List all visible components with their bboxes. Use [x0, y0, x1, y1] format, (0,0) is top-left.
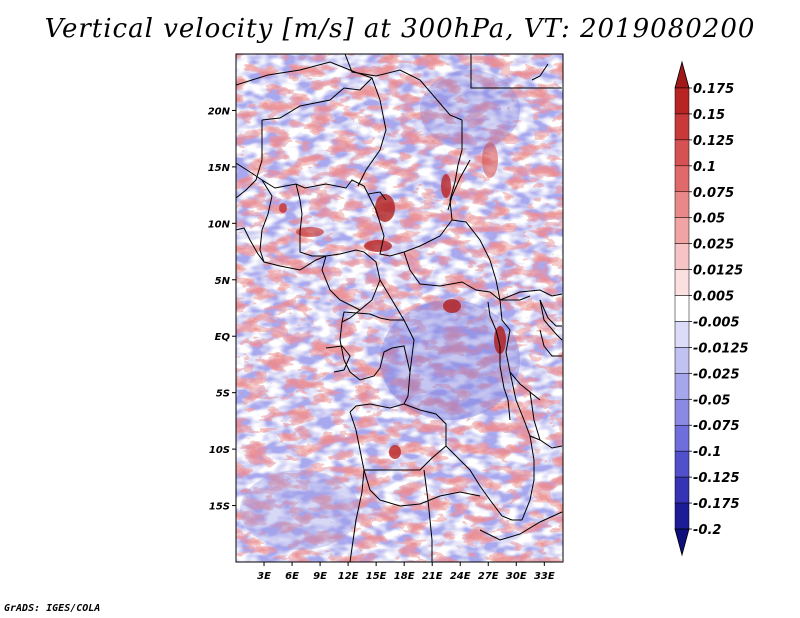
grads-credit: GrADS: IGES/COLA	[4, 603, 101, 614]
colorbar-bin	[674, 450, 690, 478]
colorbar-bin	[674, 373, 690, 400]
colorbar-bottom-triangle	[674, 528, 690, 557]
lat-tick-label: 20N	[208, 106, 231, 117]
colorbar-label: -0.075	[693, 419, 740, 434]
colorbar-top-triangle	[674, 60, 690, 89]
map-title: Vertical velocity [m/s] at 300hPa, VT: 2…	[44, 14, 756, 44]
colorbar-label: 0.15	[693, 108, 725, 123]
colorbar-label: 0.175	[693, 82, 734, 97]
lon-tick-label: 3E	[257, 571, 271, 582]
lat-tick-label: 5S	[216, 389, 230, 400]
colorbar-label: 0.0125	[693, 264, 743, 279]
lon-tick-label: 30E	[506, 571, 527, 582]
lon-tick-label: 6E	[285, 571, 299, 582]
latitude-axis: 20N 15N 10N 5N EQ 5S 10S 15S	[208, 106, 236, 513]
lon-tick-label: 9E	[313, 571, 327, 582]
lon-tick-label: 18E	[394, 571, 415, 582]
colorbar-bin	[674, 321, 690, 348]
colorbar: 0.175 0.15 0.125 0.1 0.075 0.05 0.025 0.0125 0.0…	[674, 60, 749, 557]
country-borders	[236, 54, 563, 562]
colorbar-bin	[674, 399, 690, 426]
colorbar-bin	[674, 243, 690, 270]
colorbar-bin	[674, 217, 690, 244]
velocity-field	[236, 54, 563, 562]
colorbar-bin	[674, 165, 690, 193]
colorbar-label: 0.005	[693, 290, 734, 305]
colorbar-label: -0.125	[693, 471, 740, 486]
longitude-axis: 3E 6E 9E 12E 15E 18E 21E 24E 27E 30E 33E	[257, 562, 555, 582]
colorbar-label: -0.0125	[693, 341, 749, 356]
colorbar-bin	[674, 139, 690, 167]
colorbar-label: -0.175	[693, 497, 740, 512]
lat-tick-label: 10N	[208, 219, 231, 230]
colorbar-label: -0.025	[693, 367, 740, 382]
colorbar-label: 0.05	[693, 212, 725, 227]
lon-tick-label: 24E	[450, 571, 471, 582]
colorbar-bin	[674, 295, 690, 322]
colorbar-label: 0.1	[693, 160, 716, 175]
lon-tick-label: 15E	[366, 571, 387, 582]
lat-tick-label: 5N	[215, 276, 231, 287]
colorbar-bin	[674, 191, 690, 218]
colorbar-bin	[674, 87, 690, 115]
lon-tick-label: 21E	[422, 571, 443, 582]
colorbar-label: 0.125	[693, 134, 734, 149]
colorbar-label: -0.005	[693, 315, 740, 330]
colorbar-label: 0.075	[693, 186, 734, 201]
lon-tick-label: 33E	[534, 571, 555, 582]
colorbar-label: -0.05	[693, 393, 730, 408]
colorbar-label: 0.025	[693, 238, 734, 253]
colorbar-label: -0.2	[693, 523, 721, 538]
colorbar-label: -0.1	[693, 445, 721, 460]
colorbar-bin	[674, 476, 690, 504]
colorbar-bin	[674, 113, 690, 141]
map-frame	[235, 53, 564, 563]
lat-tick-label: 10S	[209, 445, 230, 456]
lon-tick-label: 27E	[478, 571, 499, 582]
lat-tick-label: 15N	[208, 163, 231, 174]
colorbar-bin	[674, 269, 690, 296]
colorbar-bin	[674, 347, 690, 374]
colorbar-bin	[674, 502, 690, 530]
lon-tick-label: 12E	[338, 571, 359, 582]
lat-tick-label: 15S	[209, 502, 230, 513]
colorbar-bin	[674, 424, 690, 452]
lat-tick-label: EQ	[215, 332, 231, 343]
